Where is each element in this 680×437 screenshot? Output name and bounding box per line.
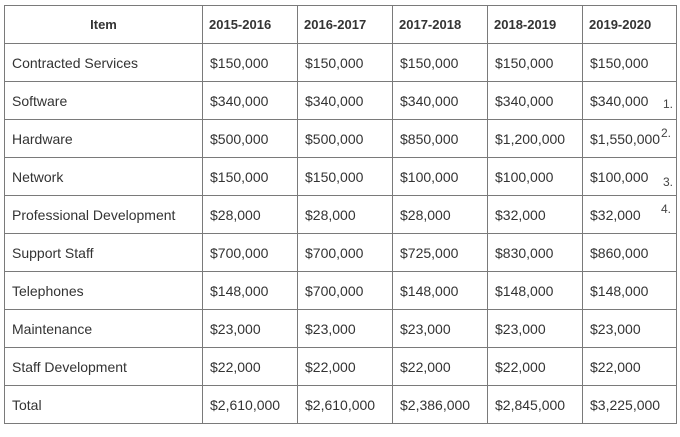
row-label: Software	[4, 81, 203, 120]
table-cell: $23,000	[582, 309, 677, 348]
table-cell: $150,000	[582, 43, 677, 82]
table-cell: $700,000	[202, 233, 298, 272]
row-label: Telephones	[4, 271, 203, 310]
table-row: Support Staff $700,000 $700,000 $725,000…	[4, 233, 677, 272]
table-cell: $340,000	[582, 81, 677, 120]
table-row: Contracted Services $150,000 $150,000 $1…	[4, 43, 677, 82]
table-cell: $148,000	[202, 271, 298, 310]
table-cell: $150,000	[202, 43, 298, 82]
table-cell: $150,000	[487, 43, 583, 82]
table-cell: $150,000	[392, 43, 488, 82]
table-cell: $32,000	[582, 195, 677, 234]
table-header-row: Item 2015-2016 2016-2017 2017-2018 2018-…	[4, 5, 677, 44]
list-marker-3: 3.	[663, 175, 674, 189]
table-row: Hardware $500,000 $500,000 $850,000 $1,2…	[4, 119, 677, 158]
table-cell: $3,225,000	[582, 385, 677, 424]
table-row: Network $150,000 $150,000 $100,000 $100,…	[4, 157, 677, 196]
table-cell: $148,000	[392, 271, 488, 310]
table-cell: $100,000	[392, 157, 488, 196]
table-cell: $500,000	[202, 119, 298, 158]
table-cell: $22,000	[392, 347, 488, 386]
row-label: Support Staff	[4, 233, 203, 272]
table-cell: $2,610,000	[202, 385, 298, 424]
table-cell: $148,000	[487, 271, 583, 310]
header-2015-2016: 2015-2016	[202, 5, 298, 44]
table-cell: $1,200,000	[487, 119, 583, 158]
header-2017-2018: 2017-2018	[392, 5, 488, 44]
table-cell: $150,000	[297, 157, 393, 196]
row-label: Contracted Services	[4, 43, 203, 82]
table-cell: $28,000	[297, 195, 393, 234]
header-2016-2017: 2016-2017	[297, 5, 393, 44]
table-row: Staff Development $22,000 $22,000 $22,00…	[4, 347, 677, 386]
table-row: Professional Development $28,000 $28,000…	[4, 195, 677, 234]
budget-table: Item 2015-2016 2016-2017 2017-2018 2018-…	[4, 5, 677, 424]
table-cell: $500,000	[297, 119, 393, 158]
table-cell: $2,845,000	[487, 385, 583, 424]
list-marker-4: 4.	[661, 202, 672, 216]
row-label: Hardware	[4, 119, 203, 158]
table-cell: $340,000	[297, 81, 393, 120]
table-cell: $700,000	[297, 271, 393, 310]
header-2019-2020: 2019-2020	[582, 5, 677, 44]
header-item: Item	[4, 5, 203, 44]
table-cell: $28,000	[392, 195, 488, 234]
table-row-total: Total $2,610,000 $2,610,000 $2,386,000 $…	[4, 385, 677, 424]
table-cell: $340,000	[392, 81, 488, 120]
table-cell: $340,000	[487, 81, 583, 120]
table-cell: $23,000	[487, 309, 583, 348]
row-label: Professional Development	[4, 195, 203, 234]
row-label: Staff Development	[4, 347, 203, 386]
list-marker-1: 1.	[663, 97, 674, 111]
row-label: Network	[4, 157, 203, 196]
table-cell: $23,000	[297, 309, 393, 348]
table-cell: $28,000	[202, 195, 298, 234]
table-cell: $22,000	[297, 347, 393, 386]
table-cell: $32,000	[487, 195, 583, 234]
table-cell: $340,000	[202, 81, 298, 120]
table-cell: $23,000	[392, 309, 488, 348]
table-cell: $830,000	[487, 233, 583, 272]
table-cell: $22,000	[487, 347, 583, 386]
table-cell: $725,000	[392, 233, 488, 272]
list-marker-2: 2.	[661, 126, 672, 140]
table-cell: $148,000	[582, 271, 677, 310]
table-cell: $2,386,000	[392, 385, 488, 424]
table-row: Software $340,000 $340,000 $340,000 $340…	[4, 81, 677, 120]
table-cell: $860,000	[582, 233, 677, 272]
table-cell: $22,000	[202, 347, 298, 386]
table-cell: $850,000	[392, 119, 488, 158]
row-label: Total	[4, 385, 203, 424]
table-cell: $22,000	[582, 347, 677, 386]
table-cell: $100,000	[487, 157, 583, 196]
table-row: Telephones $148,000 $700,000 $148,000 $1…	[4, 271, 677, 310]
table-cell: $1,550,000	[582, 119, 677, 158]
table-cell: $150,000	[202, 157, 298, 196]
header-2018-2019: 2018-2019	[487, 5, 583, 44]
table-cell: $2,610,000	[297, 385, 393, 424]
table-cell: $23,000	[202, 309, 298, 348]
table-cell: $700,000	[297, 233, 393, 272]
table-cell: $150,000	[297, 43, 393, 82]
row-label: Maintenance	[4, 309, 203, 348]
table-row: Maintenance $23,000 $23,000 $23,000 $23,…	[4, 309, 677, 348]
